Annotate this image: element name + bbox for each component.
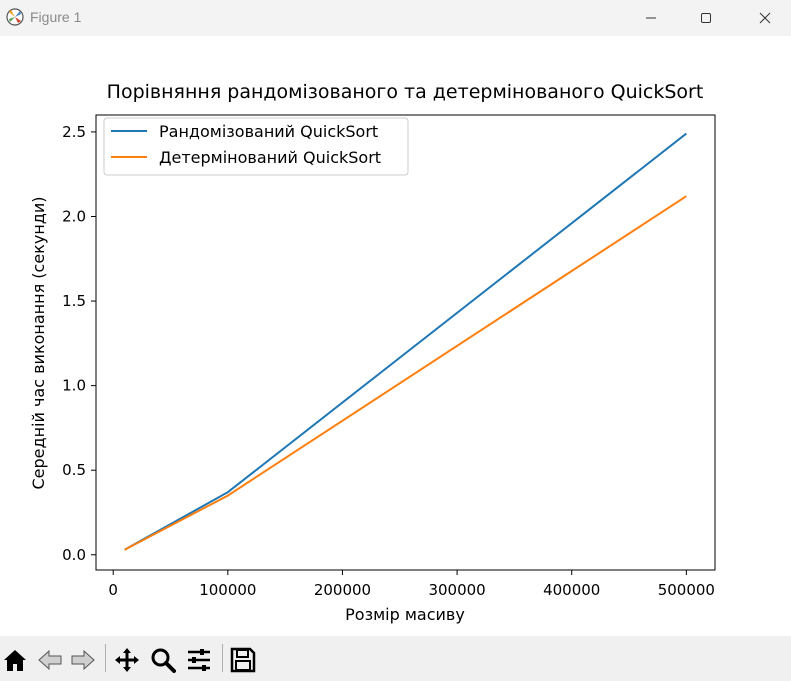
toolbar-separator xyxy=(222,644,223,672)
maximize-icon xyxy=(701,13,711,23)
save-button[interactable] xyxy=(229,646,257,674)
y-tick-label: 0.5 xyxy=(62,461,86,479)
figure-canvas: Порівняння рандомізованого та детермінов… xyxy=(0,36,791,636)
maximize-button[interactable] xyxy=(683,0,729,36)
forward-icon xyxy=(71,649,95,671)
y-tick-label: 1.5 xyxy=(62,292,86,310)
legend: Рандомізований QuickSort Детермінований … xyxy=(103,117,409,176)
x-tick-label: 200000 xyxy=(314,581,371,599)
close-icon xyxy=(759,12,771,24)
matplotlib-app-icon xyxy=(6,8,24,26)
configure-subplots-button[interactable] xyxy=(185,646,213,674)
back-icon xyxy=(38,649,62,671)
minimize-button[interactable] xyxy=(628,0,674,36)
window-titlebar: Figure 1 xyxy=(0,0,791,36)
pan-icon xyxy=(115,648,139,672)
y-tick-label: 0.0 xyxy=(62,546,86,564)
y-tick-label: 1.0 xyxy=(62,377,86,395)
navigation-toolbar xyxy=(0,636,791,681)
x-tick-label: 100000 xyxy=(199,581,256,599)
series-line-deterministic xyxy=(124,195,687,551)
home-button[interactable] xyxy=(1,646,29,674)
forward-button[interactable] xyxy=(69,646,97,674)
y-tick-label: 2.5 xyxy=(62,123,86,141)
y-tick-label: 2.0 xyxy=(62,207,86,225)
legend-label-deterministic: Детермінований QuickSort xyxy=(159,148,381,167)
x-tick-label: 0 xyxy=(108,581,118,599)
zoom-button[interactable] xyxy=(149,646,177,674)
legend-frame xyxy=(103,117,409,176)
close-button[interactable] xyxy=(742,0,788,36)
back-button[interactable] xyxy=(36,646,64,674)
legend-label-randomized: Рандомізований QuickSort xyxy=(159,122,378,141)
configure-subplots-icon xyxy=(188,649,210,671)
y-axis-label: Середній час виконання (секунди) xyxy=(29,197,48,490)
zoom-icon xyxy=(151,648,176,673)
window-title: Figure 1 xyxy=(30,9,82,25)
x-tick-label: 500000 xyxy=(658,581,715,599)
x-tick-label: 300000 xyxy=(428,581,485,599)
home-icon xyxy=(4,650,26,671)
chart-title: Порівняння рандомізованого та детермінов… xyxy=(107,81,704,103)
x-tick-label: 400000 xyxy=(543,581,600,599)
pan-button[interactable] xyxy=(113,646,141,674)
chart: Порівняння рандомізованого та детермінов… xyxy=(29,81,716,624)
x-axis-label: Розмір масиву xyxy=(345,605,465,624)
toolbar-separator xyxy=(105,644,106,672)
minimize-icon xyxy=(646,17,656,19)
series-line-randomized xyxy=(124,132,687,551)
save-icon xyxy=(230,647,256,673)
